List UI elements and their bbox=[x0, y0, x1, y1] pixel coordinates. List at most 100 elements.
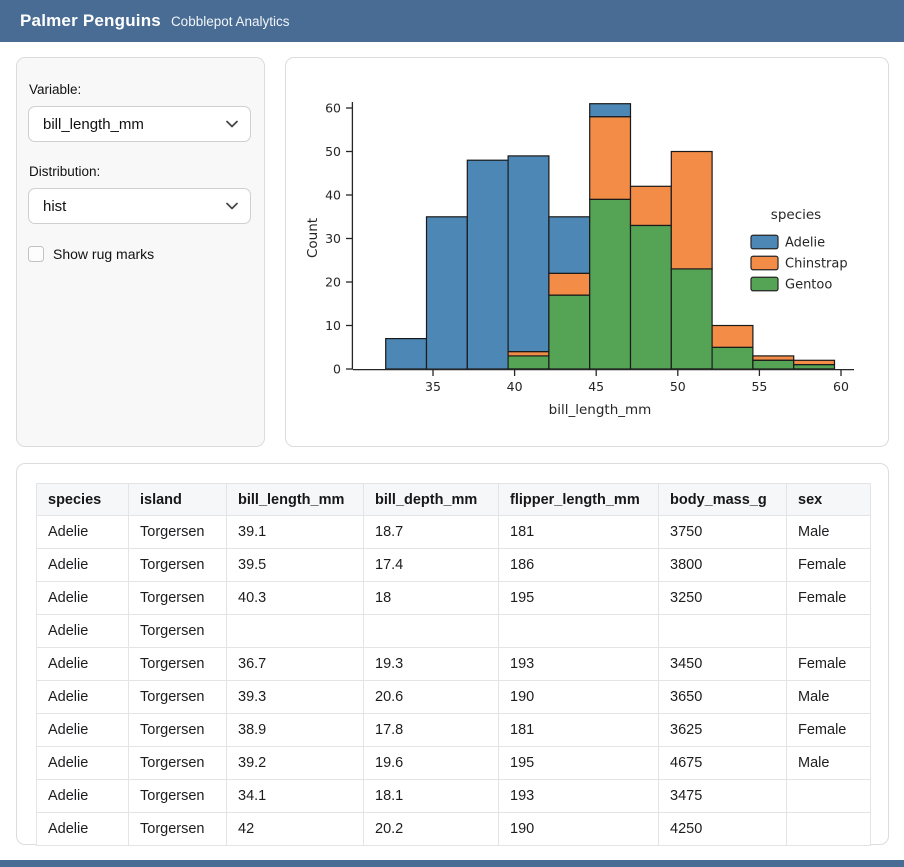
table-cell: Torgersen bbox=[128, 680, 227, 714]
table-cell: 20.6 bbox=[363, 680, 499, 714]
table-cell: 39.1 bbox=[226, 515, 364, 549]
chevron-down-icon bbox=[226, 201, 238, 211]
table-cell: 38.9 bbox=[226, 713, 364, 747]
table-cell: Adelie bbox=[36, 779, 129, 813]
bar-segment-adelie bbox=[425, 216, 468, 370]
table-row: Adelie Torgersen 40.3 18 195 3250 Female bbox=[36, 581, 871, 615]
sidebar-panel: Variable: bill_length_mm Distribution: h… bbox=[16, 57, 265, 447]
bar-segment-chinstrap bbox=[793, 359, 836, 366]
table-cell: Adelie bbox=[36, 581, 129, 615]
table-cell: 18 bbox=[363, 581, 499, 615]
table-cell: 39.5 bbox=[226, 548, 364, 582]
table-cell bbox=[786, 614, 871, 648]
bar-segment-adelie bbox=[589, 103, 632, 118]
svg-text:45: 45 bbox=[588, 379, 604, 394]
svg-text:60: 60 bbox=[325, 101, 341, 116]
penguins-table: species island bill_length_mm bill_depth_mm… bbox=[36, 483, 871, 846]
bar-segment-gentoo bbox=[629, 224, 672, 370]
table-cell bbox=[498, 614, 659, 648]
table-cell: Adelie bbox=[36, 713, 129, 747]
table-cell: 3750 bbox=[658, 515, 787, 549]
table-cell: Torgersen bbox=[128, 581, 227, 615]
svg-text:20: 20 bbox=[325, 275, 341, 290]
bar-segment-chinstrap bbox=[711, 324, 754, 348]
table-cell: 186 bbox=[498, 548, 659, 582]
chevron-down-icon bbox=[226, 119, 238, 129]
rug-checkbox-label: Show rug marks bbox=[53, 246, 155, 262]
table-cell: 181 bbox=[498, 515, 659, 549]
column-header: sex bbox=[786, 483, 871, 516]
table-cell bbox=[363, 614, 499, 648]
table-cell: Adelie bbox=[36, 548, 129, 582]
column-header: body_mass_g bbox=[658, 483, 787, 516]
bar-segment-adelie bbox=[548, 216, 591, 274]
rug-checkbox[interactable] bbox=[28, 246, 44, 262]
table-cell: Adelie bbox=[36, 680, 129, 714]
bar-segment-chinstrap bbox=[670, 150, 713, 270]
table-cell: 4250 bbox=[658, 812, 787, 846]
table-cell bbox=[658, 614, 787, 648]
table-cell: Female bbox=[786, 548, 871, 582]
table-row: Adelie Torgersen bbox=[36, 614, 871, 648]
table-cell: Torgersen bbox=[128, 713, 227, 747]
table-cell: 193 bbox=[498, 779, 659, 813]
table-cell: Adelie bbox=[36, 812, 129, 846]
table-row: Adelie Torgersen 39.5 17.4 186 3800 Female bbox=[36, 548, 871, 582]
table-row: Adelie Torgersen 39.3 20.6 190 3650 Male bbox=[36, 680, 871, 714]
variable-select[interactable]: bill_length_mm bbox=[28, 106, 251, 142]
column-header: island bbox=[128, 483, 227, 516]
table-header-row: species island bill_length_mm bill_depth_mm… bbox=[36, 483, 871, 516]
variable-label: Variable: bbox=[29, 82, 82, 97]
svg-text:35: 35 bbox=[425, 379, 441, 394]
svg-text:0: 0 bbox=[333, 362, 341, 377]
table-cell: Female bbox=[786, 581, 871, 615]
table-cell: Adelie bbox=[36, 614, 129, 648]
top-navbar: Palmer Penguins Cobblepot Analytics bbox=[0, 0, 904, 42]
table-cell: 19.6 bbox=[363, 746, 499, 780]
table-cell: Torgersen bbox=[128, 812, 227, 846]
table-cell bbox=[786, 812, 871, 846]
bar-segment-chinstrap bbox=[589, 116, 632, 200]
column-header: flipper_length_mm bbox=[498, 483, 659, 516]
svg-text:60: 60 bbox=[833, 379, 849, 394]
variable-select-value: bill_length_mm bbox=[43, 115, 144, 133]
svg-text:40: 40 bbox=[325, 188, 341, 203]
table-row: Adelie Torgersen 42 20.2 190 4250 bbox=[36, 812, 871, 846]
bar-segment-gentoo bbox=[670, 268, 713, 370]
table-cell bbox=[786, 779, 871, 813]
svg-text:Adelie: Adelie bbox=[785, 236, 825, 251]
bar-segment-chinstrap bbox=[752, 355, 795, 361]
bar-segment-adelie bbox=[385, 338, 428, 370]
table-cell: 17.8 bbox=[363, 713, 499, 747]
rug-checkbox-row: Show rug marks bbox=[28, 246, 251, 262]
svg-text:30: 30 bbox=[325, 231, 341, 246]
table-cell: 18.1 bbox=[363, 779, 499, 813]
table-cell: Male bbox=[786, 746, 871, 780]
table-cell: 40.3 bbox=[226, 581, 364, 615]
table-row: Adelie Torgersen 38.9 17.8 181 3625 Female bbox=[36, 713, 871, 747]
distribution-select-value: hist bbox=[43, 197, 67, 215]
svg-text:bill_length_mm: bill_length_mm bbox=[549, 402, 652, 418]
table-cell: 195 bbox=[498, 746, 659, 780]
distribution-select[interactable]: hist bbox=[28, 188, 251, 224]
column-header: species bbox=[36, 483, 129, 516]
table-row: Adelie Torgersen 39.2 19.6 195 4675 Male bbox=[36, 746, 871, 780]
svg-text:40: 40 bbox=[507, 379, 523, 394]
table-row: Adelie Torgersen 39.1 18.7 181 3750 Male bbox=[36, 515, 871, 549]
table-cell: Adelie bbox=[36, 647, 129, 681]
table-cell: 3650 bbox=[658, 680, 787, 714]
table-cell: Female bbox=[786, 713, 871, 747]
column-header: bill_length_mm bbox=[226, 483, 364, 516]
table-cell: 20.2 bbox=[363, 812, 499, 846]
bar-segment-chinstrap bbox=[548, 272, 591, 296]
table-cell: 39.2 bbox=[226, 746, 364, 780]
svg-text:10: 10 bbox=[325, 318, 341, 333]
table-cell: Adelie bbox=[36, 746, 129, 780]
table-cell: Male bbox=[786, 680, 871, 714]
app-title: Palmer Penguins bbox=[20, 11, 161, 30]
svg-text:species: species bbox=[771, 207, 821, 223]
table-row: Adelie Torgersen 34.1 18.1 193 3475 bbox=[36, 779, 871, 813]
table-cell: 181 bbox=[498, 713, 659, 747]
table-cell: 193 bbox=[498, 647, 659, 681]
table-cell: Torgersen bbox=[128, 647, 227, 681]
